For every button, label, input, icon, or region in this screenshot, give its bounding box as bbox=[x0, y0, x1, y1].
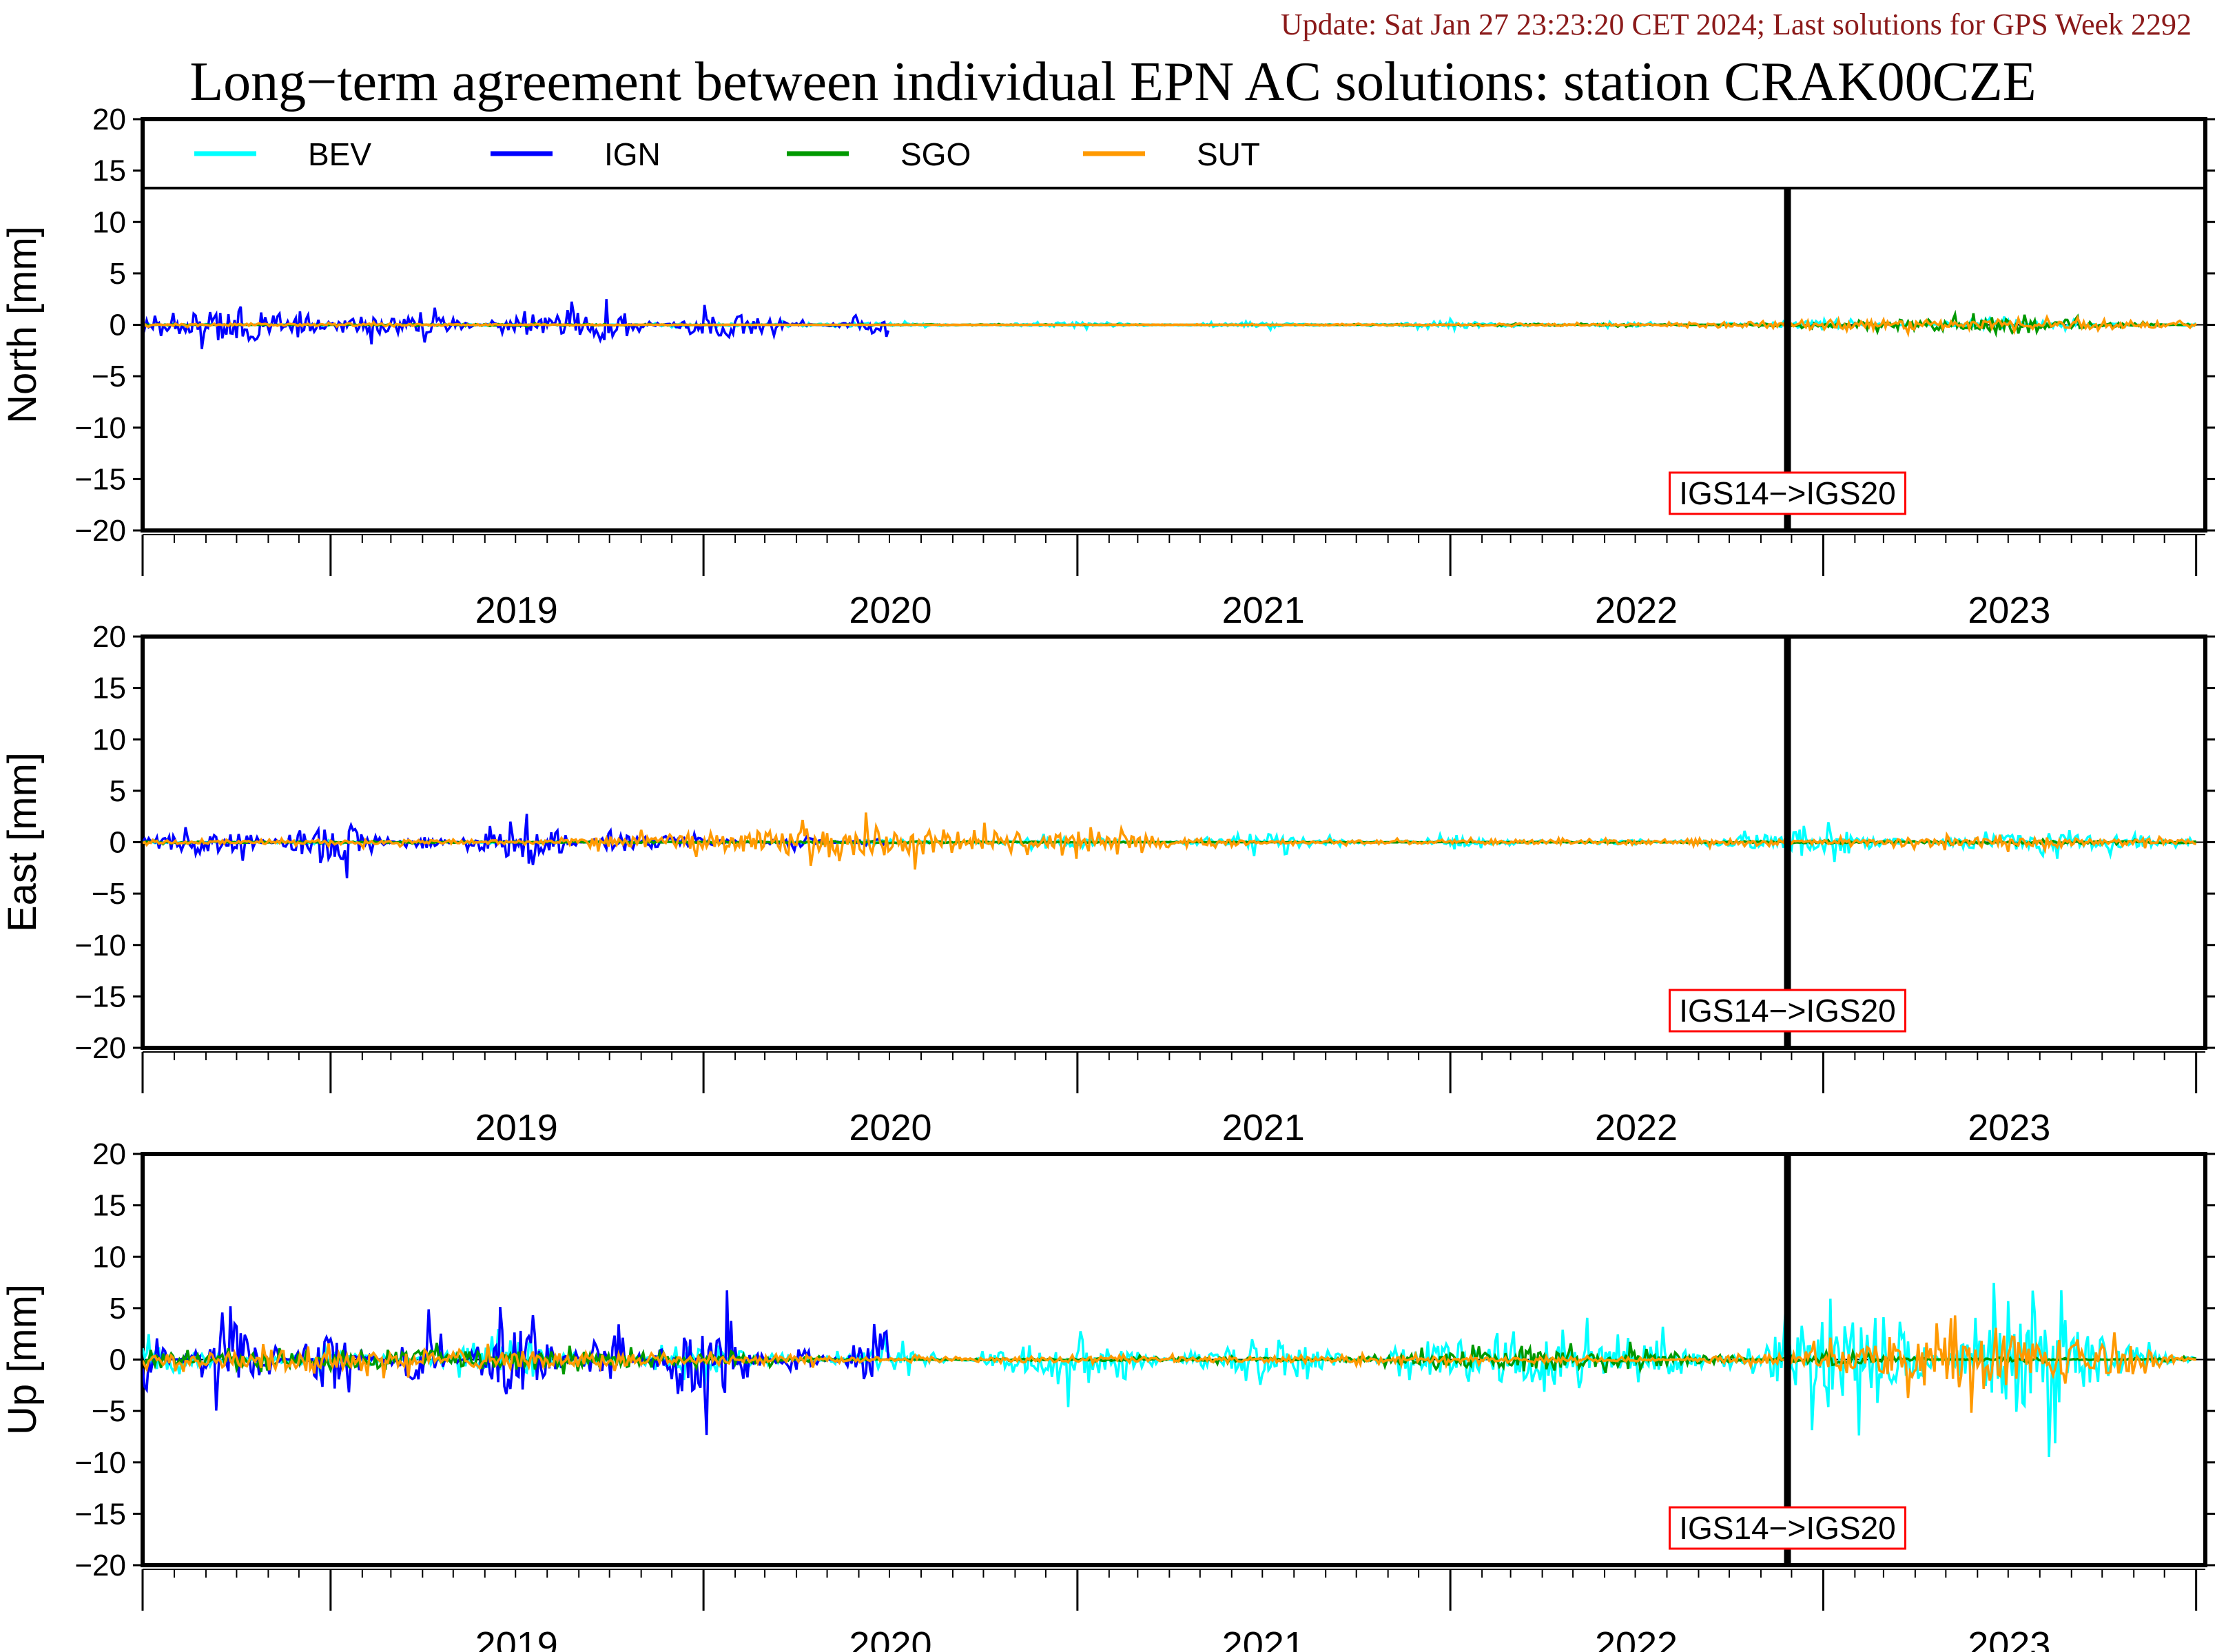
series-ign bbox=[143, 814, 889, 878]
x-tick-label: 2023 bbox=[1968, 1107, 2050, 1148]
x-tick-label: 2019 bbox=[475, 590, 558, 631]
panel-frame bbox=[141, 117, 2207, 533]
update-timestamp: Update: Sat Jan 27 23:23:20 CET 2024; La… bbox=[1280, 8, 2192, 41]
frame-change-label: IGS14−>IGS20 bbox=[1679, 993, 1896, 1029]
x-tick-label: 2022 bbox=[1595, 590, 1678, 631]
y-tick-label: 20 bbox=[92, 1137, 126, 1171]
x-tick-label: 2019 bbox=[475, 1107, 558, 1148]
y-axis-label: East [mm] bbox=[0, 752, 45, 932]
y-tick-label: 20 bbox=[92, 620, 126, 654]
series-group bbox=[143, 812, 2197, 878]
series-sut bbox=[143, 1315, 2196, 1413]
panel-2: 20 15 10 5 0 −5 −10 −15 −20 Up [mm] 2019 2020 2021 20… bbox=[0, 1137, 2215, 1652]
y-tick-label: −15 bbox=[74, 1497, 126, 1531]
legend-label-sut: SUT bbox=[1197, 136, 1260, 172]
y-tick-label: 15 bbox=[92, 1189, 126, 1223]
y-tick-label: 0 bbox=[110, 826, 126, 860]
y-axis-label: North [mm] bbox=[0, 226, 45, 424]
x-tick-label: 2021 bbox=[1222, 590, 1305, 631]
legend-label-bev: BEV bbox=[308, 136, 371, 172]
y-tick-label: −10 bbox=[74, 1446, 126, 1480]
x-tick-label: 2023 bbox=[1968, 1624, 2050, 1652]
y-tick-label: −20 bbox=[74, 1031, 126, 1065]
y-tick-label: 15 bbox=[92, 154, 126, 188]
panel-1: 20 15 10 5 0 −5 −10 −15 −20 East [mm] 2019 2020 2021… bbox=[0, 620, 2215, 1148]
y-tick-label: −15 bbox=[74, 462, 126, 496]
legend-label-sgo: SGO bbox=[900, 136, 971, 172]
x-tick-label: 2023 bbox=[1968, 590, 2050, 631]
x-tick-label: 2020 bbox=[849, 1107, 931, 1148]
legend-label-ign: IGN bbox=[604, 136, 661, 172]
series-group bbox=[143, 1283, 2197, 1458]
y-tick-label: −20 bbox=[74, 514, 126, 548]
x-tick-label: 2021 bbox=[1222, 1107, 1305, 1148]
frame-change-box bbox=[1668, 1506, 1906, 1550]
frame-change-box bbox=[1668, 989, 1906, 1033]
series-sut bbox=[143, 812, 2197, 870]
y-tick-label: 5 bbox=[110, 774, 126, 808]
y-tick-label: 10 bbox=[92, 205, 126, 239]
x-tick-label: 2020 bbox=[849, 1624, 931, 1652]
chart-title: Long−term agreement between individual E… bbox=[189, 52, 2037, 112]
x-tick-label: 2022 bbox=[1595, 1624, 1678, 1652]
y-tick-label: 0 bbox=[110, 309, 126, 342]
y-tick-label: 20 bbox=[92, 103, 126, 136]
y-tick-label: −10 bbox=[74, 411, 126, 445]
y-tick-label: 5 bbox=[110, 1292, 126, 1325]
x-tick-label: 2022 bbox=[1595, 1107, 1678, 1148]
y-axis-label: Up [mm] bbox=[0, 1284, 45, 1435]
y-tick-label: 0 bbox=[110, 1343, 126, 1377]
y-tick-label: −15 bbox=[74, 980, 126, 1013]
x-tick-label: 2019 bbox=[475, 1624, 558, 1652]
y-tick-label: 10 bbox=[92, 1240, 126, 1274]
series-sut bbox=[143, 313, 2197, 338]
y-tick-label: −5 bbox=[92, 877, 126, 911]
y-tick-label: −20 bbox=[74, 1549, 126, 1582]
x-tick-label: 2020 bbox=[849, 590, 931, 631]
x-tick-label: 2021 bbox=[1222, 1624, 1305, 1652]
y-tick-label: −10 bbox=[74, 929, 126, 962]
legend-box bbox=[141, 118, 2207, 189]
panel-0: 20 15 10 5 0 −5 −10 −15 −20 North [mm] 2019 2020 202… bbox=[0, 103, 2215, 631]
frame-change-label: IGS14−>IGS20 bbox=[1679, 475, 1896, 511]
y-tick-label: 5 bbox=[110, 257, 126, 291]
frame-change-label: IGS14−>IGS20 bbox=[1679, 1510, 1896, 1546]
frame-change-box bbox=[1668, 471, 1906, 515]
series-group bbox=[143, 299, 2197, 349]
y-tick-label: −5 bbox=[92, 1394, 126, 1428]
y-tick-label: 10 bbox=[92, 723, 126, 756]
y-tick-label: −5 bbox=[92, 360, 126, 393]
y-tick-label: 15 bbox=[92, 672, 126, 705]
